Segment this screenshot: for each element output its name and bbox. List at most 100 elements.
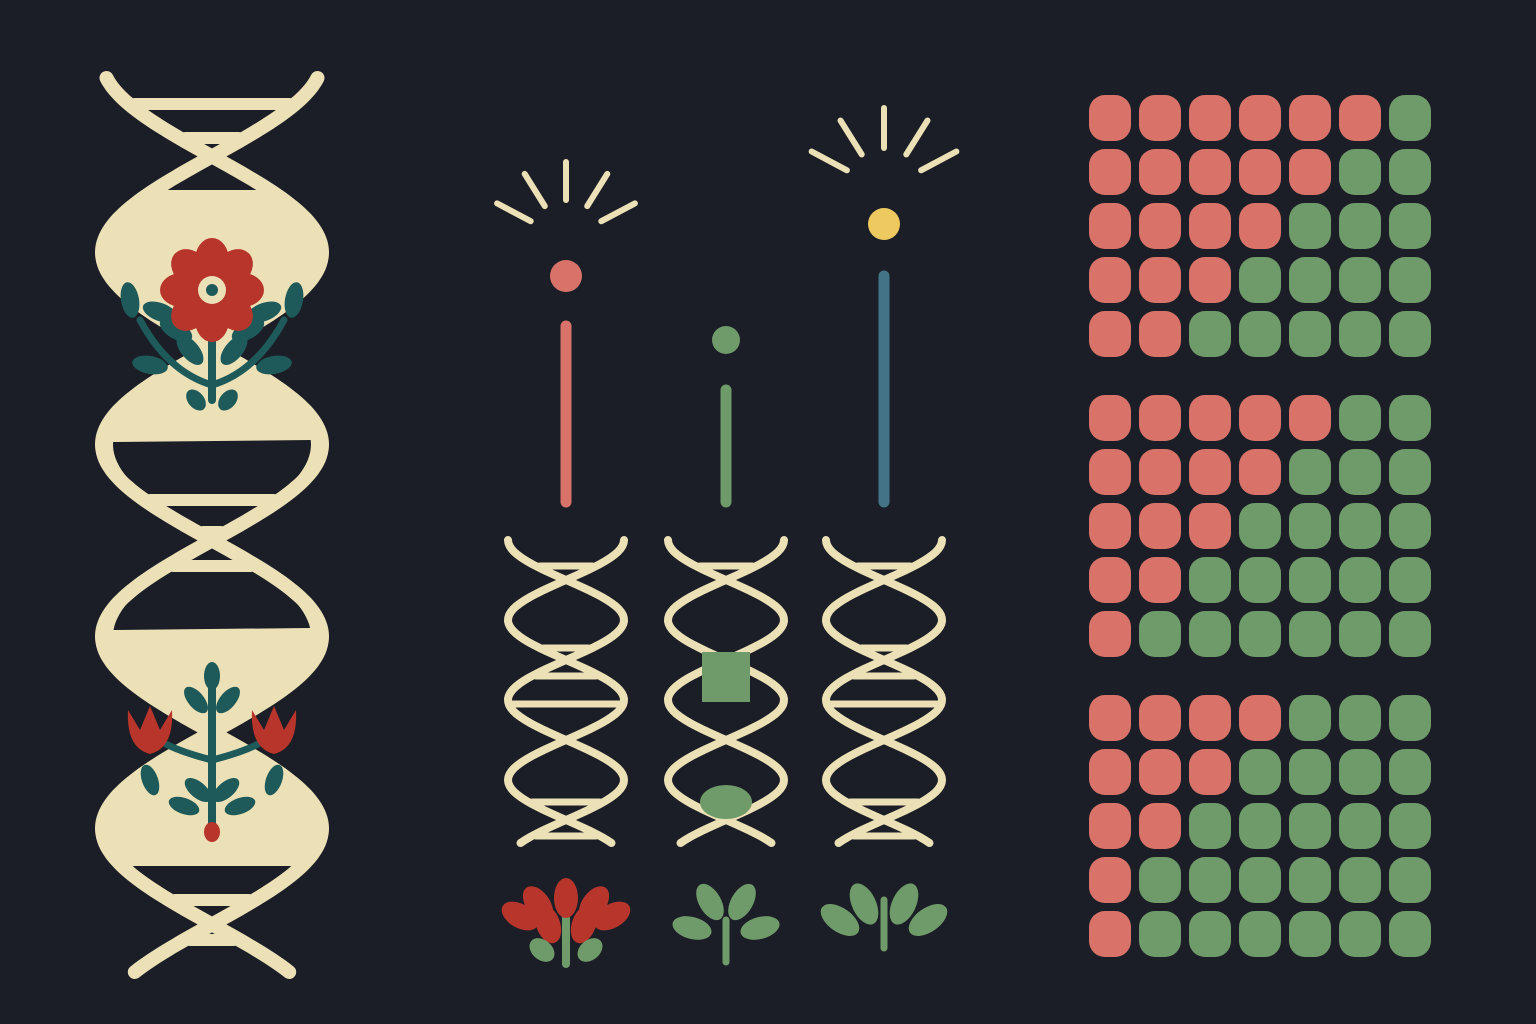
grid-dot — [1389, 395, 1431, 441]
grid-dot — [1139, 311, 1181, 357]
tulip-flower — [127, 706, 173, 754]
tulip-cup — [127, 706, 173, 754]
grid-dot — [1139, 911, 1181, 957]
grid-dot — [1339, 311, 1381, 357]
grid-dot — [1189, 803, 1231, 849]
grid-dot — [1239, 149, 1281, 195]
grid-dot — [1389, 749, 1431, 795]
flower-petal — [171, 249, 211, 289]
small-helix-strand — [821, 536, 947, 847]
grid-dot — [1289, 203, 1331, 249]
grid-dot — [1389, 149, 1431, 195]
grid-dot — [1189, 149, 1231, 195]
small-helix-strand — [821, 536, 947, 847]
tulip-leaves — [140, 662, 284, 842]
light-ray — [584, 170, 611, 210]
grid-dot — [1089, 449, 1131, 495]
flower-branch-left — [136, 316, 216, 389]
grid-dot — [1239, 311, 1281, 357]
grid-dot — [1339, 257, 1381, 303]
dot-grid-1 — [1089, 95, 1431, 357]
tulip-flowers — [127, 706, 297, 754]
grid-dot — [1389, 857, 1431, 903]
grid-dot — [1389, 95, 1431, 141]
inner-oval — [700, 785, 752, 819]
grid-dot — [1189, 203, 1231, 249]
dot-grid-2 — [1089, 395, 1431, 657]
grid-dot — [1239, 503, 1281, 549]
grid-dot — [1289, 503, 1331, 549]
grid-dot — [1189, 311, 1231, 357]
leaf — [224, 796, 256, 816]
plant-leaf — [740, 916, 780, 940]
grid-dot — [1239, 695, 1281, 741]
plant-leaf — [577, 938, 603, 962]
grid-dot — [1389, 557, 1431, 603]
flower-icon — [120, 238, 304, 411]
grid-dot — [1289, 695, 1331, 741]
leaf — [168, 796, 200, 816]
flower-petals — [160, 238, 264, 342]
small-helix-strand — [503, 536, 629, 847]
light-ray — [598, 200, 638, 225]
grid-dot — [1289, 611, 1331, 657]
grid-dot — [1089, 749, 1131, 795]
helix-strand — [94, 71, 330, 979]
grid-dot — [1089, 95, 1131, 141]
grid-dot — [1239, 803, 1281, 849]
leaf — [212, 778, 240, 802]
small-helix-strand — [663, 536, 789, 847]
grid-dot — [1139, 503, 1181, 549]
tulip-flower — [251, 706, 297, 754]
inner-square — [702, 652, 750, 702]
grid-dot — [1089, 311, 1131, 357]
grid-dot — [1189, 557, 1231, 603]
light-ray — [494, 200, 534, 225]
leaf — [231, 318, 265, 342]
marker-dot — [550, 260, 582, 292]
grid-dot — [1139, 449, 1181, 495]
leaf — [256, 355, 292, 375]
grid-dot — [1139, 149, 1181, 195]
grid-dot — [1289, 95, 1331, 141]
grid-dot — [1189, 749, 1231, 795]
grid-dot — [1089, 395, 1131, 441]
small-helix-strand — [503, 536, 629, 847]
leaf — [220, 335, 248, 365]
grid-dot — [1139, 95, 1181, 141]
grid-dot — [1239, 911, 1281, 957]
small-helix-group — [494, 105, 960, 968]
grid-dot — [1339, 395, 1381, 441]
grid-dot — [1239, 203, 1281, 249]
grid-dot — [1289, 149, 1331, 195]
leaf — [142, 301, 178, 323]
grid-dot — [1139, 557, 1181, 603]
light-ray — [521, 170, 548, 210]
grid-dot — [1089, 257, 1131, 303]
grid-dot — [1139, 203, 1181, 249]
leaf — [186, 389, 206, 411]
grid-dot — [1089, 695, 1131, 741]
grid-dot — [1289, 257, 1331, 303]
small-helix-middle — [663, 326, 789, 966]
grid-dot — [1139, 257, 1181, 303]
grid-dot — [1289, 557, 1331, 603]
marker-dot — [712, 326, 740, 354]
green-sprout-icon — [672, 883, 780, 966]
light-ray — [808, 148, 850, 174]
small-helix-left — [494, 159, 638, 968]
grid-dot — [1339, 857, 1381, 903]
plant-leaf — [849, 883, 879, 925]
grid-dot — [1389, 695, 1431, 741]
grid-dot — [1139, 857, 1181, 903]
grid-dot — [1339, 503, 1381, 549]
grid-dot — [1339, 557, 1381, 603]
grid-dot — [1189, 449, 1231, 495]
plant-leaf — [820, 904, 860, 936]
grid-dot — [1189, 857, 1231, 903]
grid-dot — [1389, 257, 1431, 303]
grid-dot — [1339, 611, 1381, 657]
grid-dot — [1339, 449, 1381, 495]
grid-dot — [1289, 449, 1331, 495]
leaf — [218, 389, 238, 411]
